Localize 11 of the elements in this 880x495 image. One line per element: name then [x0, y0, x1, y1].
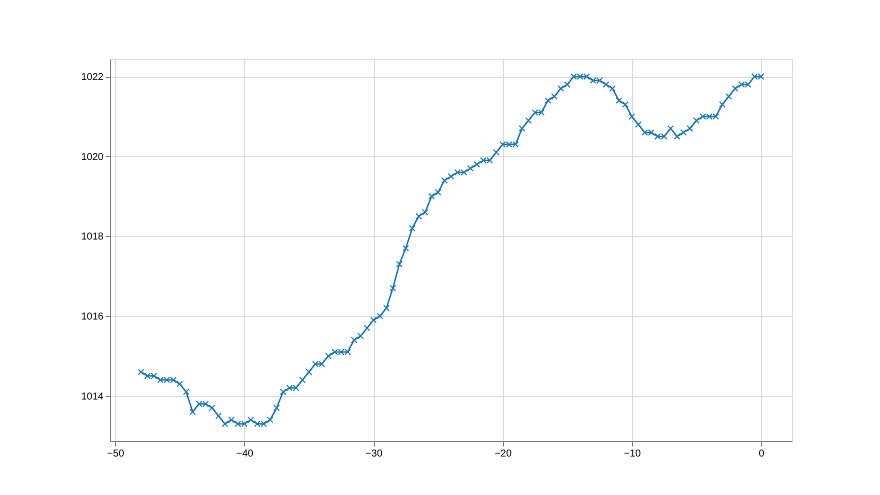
y-tick-label: 1016: [81, 312, 104, 323]
x-tick-label: 0: [758, 448, 765, 460]
x-tick-label: −40: [236, 448, 254, 460]
x-tick-label: −10: [624, 448, 642, 460]
x-tick-label: −30: [366, 448, 383, 460]
y-tick-label: 1018: [81, 232, 104, 243]
y-tick-label: 1020: [81, 152, 104, 163]
x-tick-label: −20: [494, 448, 512, 460]
x-tick-label: −50: [107, 448, 125, 460]
y-tick-label: 1014: [81, 391, 104, 402]
y-tick-label: 1022: [81, 72, 104, 84]
